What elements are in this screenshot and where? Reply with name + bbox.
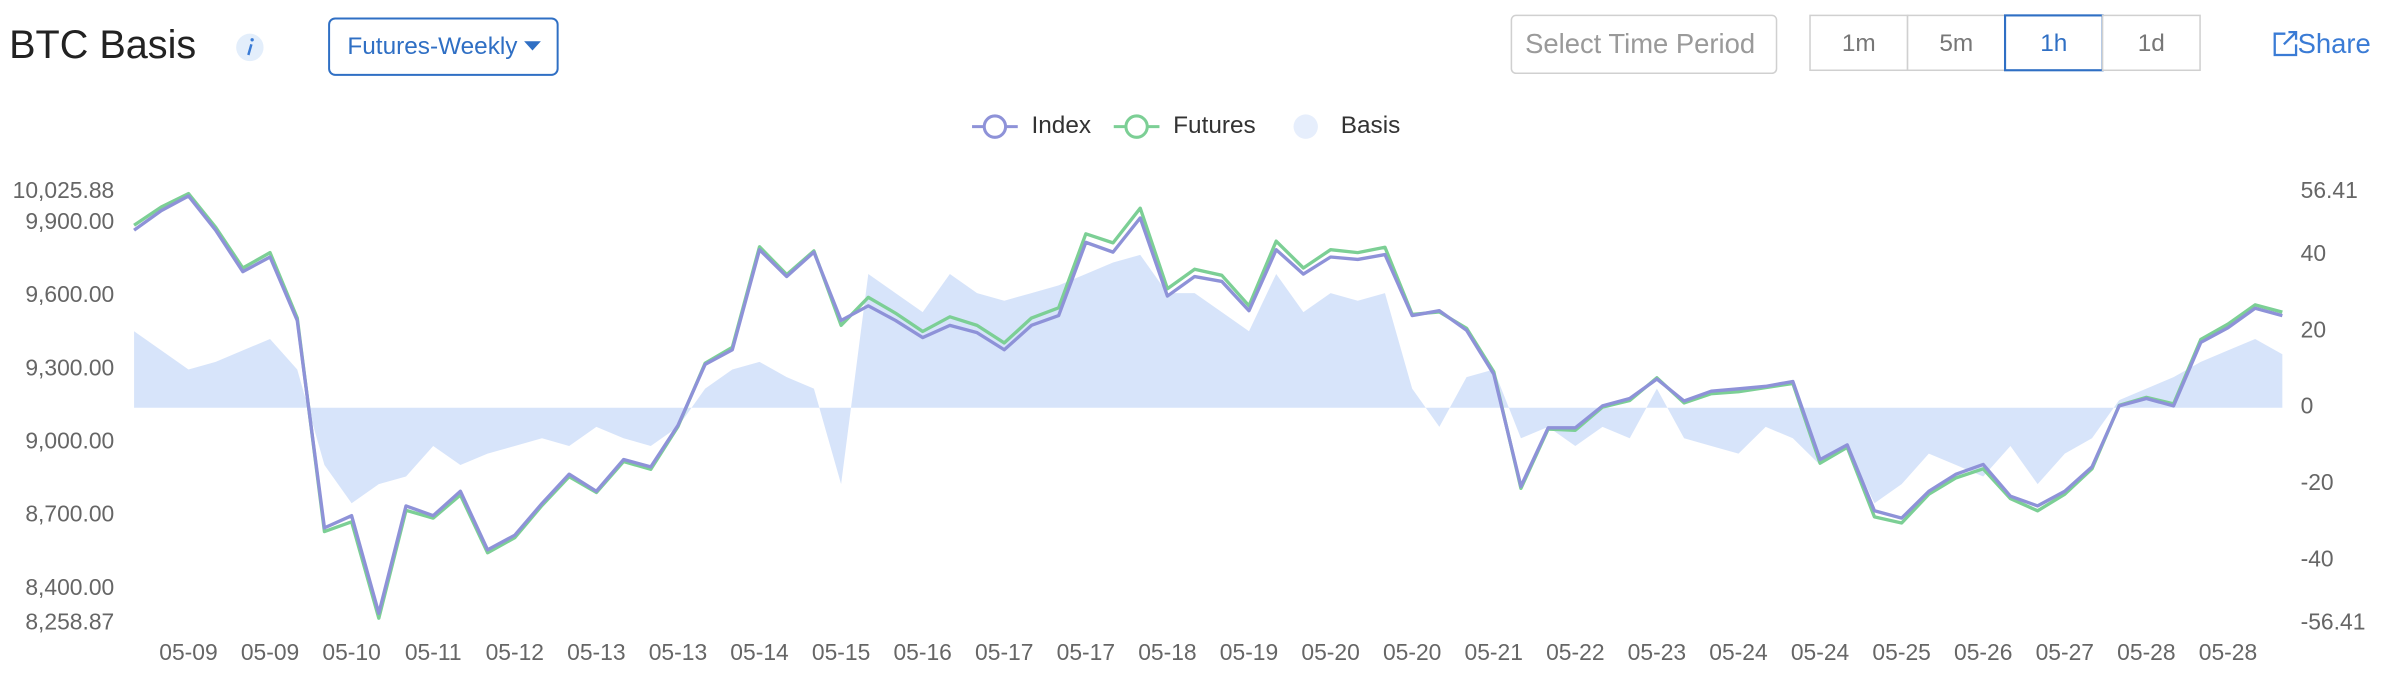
dropdown-label: Futures-Weekly xyxy=(347,33,518,60)
y-tick-label: 9,000.00 xyxy=(25,428,114,454)
y-tick-label: 8,700.00 xyxy=(25,501,114,527)
y2-tick-label: 40 xyxy=(2301,240,2326,266)
x-tick-label: 05-20 xyxy=(1383,639,1441,665)
basis-area xyxy=(134,254,2283,504)
dropdown-caret xyxy=(524,41,541,51)
x-tick-label: 05-12 xyxy=(486,639,544,665)
y2-tick-label: -40 xyxy=(2301,546,2334,572)
interval-button[interactable]: 5m xyxy=(1906,14,2006,72)
x-tick-label: 05-13 xyxy=(567,639,625,665)
x-tick-label: 05-09 xyxy=(159,639,217,665)
dropdown-box xyxy=(328,17,559,76)
x-tick-label: 05-16 xyxy=(893,639,951,665)
y2-tick-label: 20 xyxy=(2301,316,2326,342)
interval-label: 1h xyxy=(2040,30,2067,57)
x-tick-label: 05-11 xyxy=(405,639,462,665)
x-tick-label: 05-17 xyxy=(1057,639,1115,665)
x-tick-label: 05-23 xyxy=(1628,639,1686,665)
legend-item[interactable]: Index xyxy=(972,112,1091,139)
x-tick-label: 05-26 xyxy=(1954,639,2012,665)
dropdown[interactable]: Futures-Weekly xyxy=(328,17,559,76)
time-period-input[interactable]: Select Time Period xyxy=(1510,14,1778,75)
input-placeholder: Select Time Period xyxy=(1525,28,1755,59)
legend-marker xyxy=(1293,114,1318,139)
y-tick-label: 8,258.87 xyxy=(25,608,114,634)
x-tick-label: 05-19 xyxy=(1220,639,1278,665)
interval-button[interactable]: 1h xyxy=(2003,14,2104,72)
x-tick-label: 05-22 xyxy=(1546,639,1604,665)
info-icon-dot xyxy=(250,38,254,42)
info-icon-stem xyxy=(247,44,253,56)
y2-tick-label: 56.41 xyxy=(2301,177,2358,203)
x-tick-label: 05-13 xyxy=(649,639,707,665)
interval-label: 1m xyxy=(1842,30,1876,57)
x-tick-label: 05-15 xyxy=(812,639,870,665)
share-icon xyxy=(2273,31,2298,57)
x-tick-label: 05-10 xyxy=(322,639,380,665)
interval-buttons: 1m 5m 1h 1d xyxy=(1809,14,2201,72)
x-tick-label: 05-24 xyxy=(1709,639,1768,665)
x-tick-label: 05-25 xyxy=(1872,639,1930,665)
legend-label: Basis xyxy=(1341,112,1401,139)
series-line xyxy=(133,194,2283,615)
interval-button[interactable]: 1m xyxy=(1809,14,1909,72)
x-tick-label: 05-27 xyxy=(2036,639,2094,665)
x-tick-label: 05-09 xyxy=(241,639,299,665)
legend: Index Futures Basis xyxy=(972,112,1400,139)
interval-button[interactable]: 1d xyxy=(2101,14,2201,72)
legend-label: Futures xyxy=(1173,112,1256,139)
y2-tick-label: 0 xyxy=(2301,393,2314,419)
page-title: BTC Basis xyxy=(9,23,196,67)
legend-item[interactable]: Basis xyxy=(1293,112,1401,139)
interval-label: 1d xyxy=(2138,30,2165,57)
input-box xyxy=(1510,14,1778,75)
y2-tick-label: -56.41 xyxy=(2301,608,2366,634)
x-tick-label: 05-14 xyxy=(730,639,789,665)
y-tick-label: 9,900.00 xyxy=(25,208,114,234)
x-tick-label: 05-21 xyxy=(1465,639,1523,665)
legend-item[interactable]: Futures xyxy=(1113,112,1256,139)
y2-tick-label: -20 xyxy=(2301,469,2334,495)
y-tick-label: 10,025.88 xyxy=(13,177,115,203)
legend-label: Index xyxy=(1031,112,1091,139)
legend-marker xyxy=(982,114,1008,139)
y-tick-label: 9,600.00 xyxy=(25,281,114,307)
x-tick-label: 05-17 xyxy=(975,639,1033,665)
info-icon[interactable] xyxy=(236,33,264,62)
share-button[interactable]: Share xyxy=(2273,28,2371,59)
x-tick-label: 05-20 xyxy=(1301,639,1359,665)
interval-box xyxy=(1809,14,1909,72)
y-tick-label: 9,300.00 xyxy=(25,354,114,380)
x-tick-label: 05-28 xyxy=(2199,639,2257,665)
legend-marker xyxy=(1124,114,1149,139)
share-label: Share xyxy=(2298,28,2371,59)
interval-box xyxy=(2101,14,2201,72)
x-tick-label: 05-28 xyxy=(2117,639,2175,665)
series-line xyxy=(133,191,2283,620)
interval-label: 5m xyxy=(1939,30,1973,57)
y-tick-label: 8,400.00 xyxy=(25,574,114,600)
x-tick-label: 05-18 xyxy=(1138,639,1196,665)
plot: 8,258.87 8,400.00 8,700.00 9,000.00 9,300.00… xyxy=(13,177,2366,665)
x-tick-label: 05-24 xyxy=(1791,639,1850,665)
